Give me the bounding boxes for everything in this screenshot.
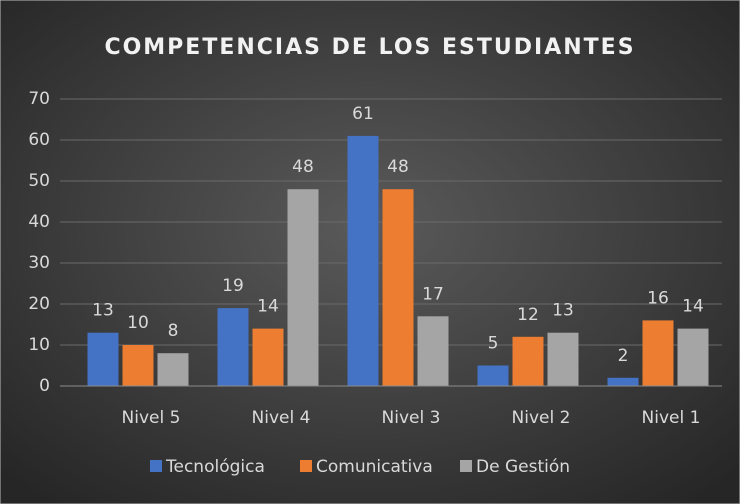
bar [547,332,579,386]
bar [87,332,119,386]
bar [677,328,709,386]
data-label: 19 [222,276,244,296]
data-label: 10 [127,313,149,333]
y-tick-label: 70 [28,89,50,109]
bar [382,189,414,386]
data-label: 48 [292,157,314,177]
bar [252,328,284,386]
bar [122,345,154,386]
legend-swatch [300,460,312,472]
data-label: 5 [488,334,499,354]
legend-swatch [460,460,472,472]
bar [157,353,189,386]
data-label: 48 [387,157,409,177]
bar [217,308,249,386]
data-label: 12 [517,305,539,325]
data-label: 13 [552,301,574,321]
y-tick-label: 60 [28,130,50,150]
chart-title: COMPETENCIAS DE LOS ESTUDIANTES [104,35,635,60]
bar [347,135,379,386]
data-label: 2 [618,346,629,366]
bar [512,336,544,386]
y-tick-label: 10 [28,335,50,355]
data-label: 14 [682,297,704,317]
legend-label: Tecnológica [165,457,265,477]
data-label: 16 [647,288,669,308]
legend-label: Comunicativa [316,457,433,477]
y-tick-label: 30 [28,253,50,273]
y-tick-label: 0 [39,376,50,396]
bar [417,316,449,386]
bar [607,377,639,386]
data-label: 14 [257,297,279,317]
y-tick-label: 40 [28,212,50,232]
x-tick-label: Nivel 1 [642,408,701,428]
x-tick-label: Nivel 4 [252,408,311,428]
x-tick-label: Nivel 3 [382,408,441,428]
x-tick-label: Nivel 5 [122,408,181,428]
bar [477,365,509,386]
bar [642,320,674,386]
data-label: 17 [422,284,444,304]
data-label: 13 [92,301,114,321]
x-tick-label: Nivel 2 [512,408,571,428]
y-tick-label: 50 [28,171,50,191]
legend-swatch [150,460,162,472]
data-label: 8 [168,321,179,341]
y-tick-label: 20 [28,294,50,314]
bar [287,189,319,386]
legend-label: De Gestión [476,457,570,477]
data-label: 61 [352,104,374,124]
